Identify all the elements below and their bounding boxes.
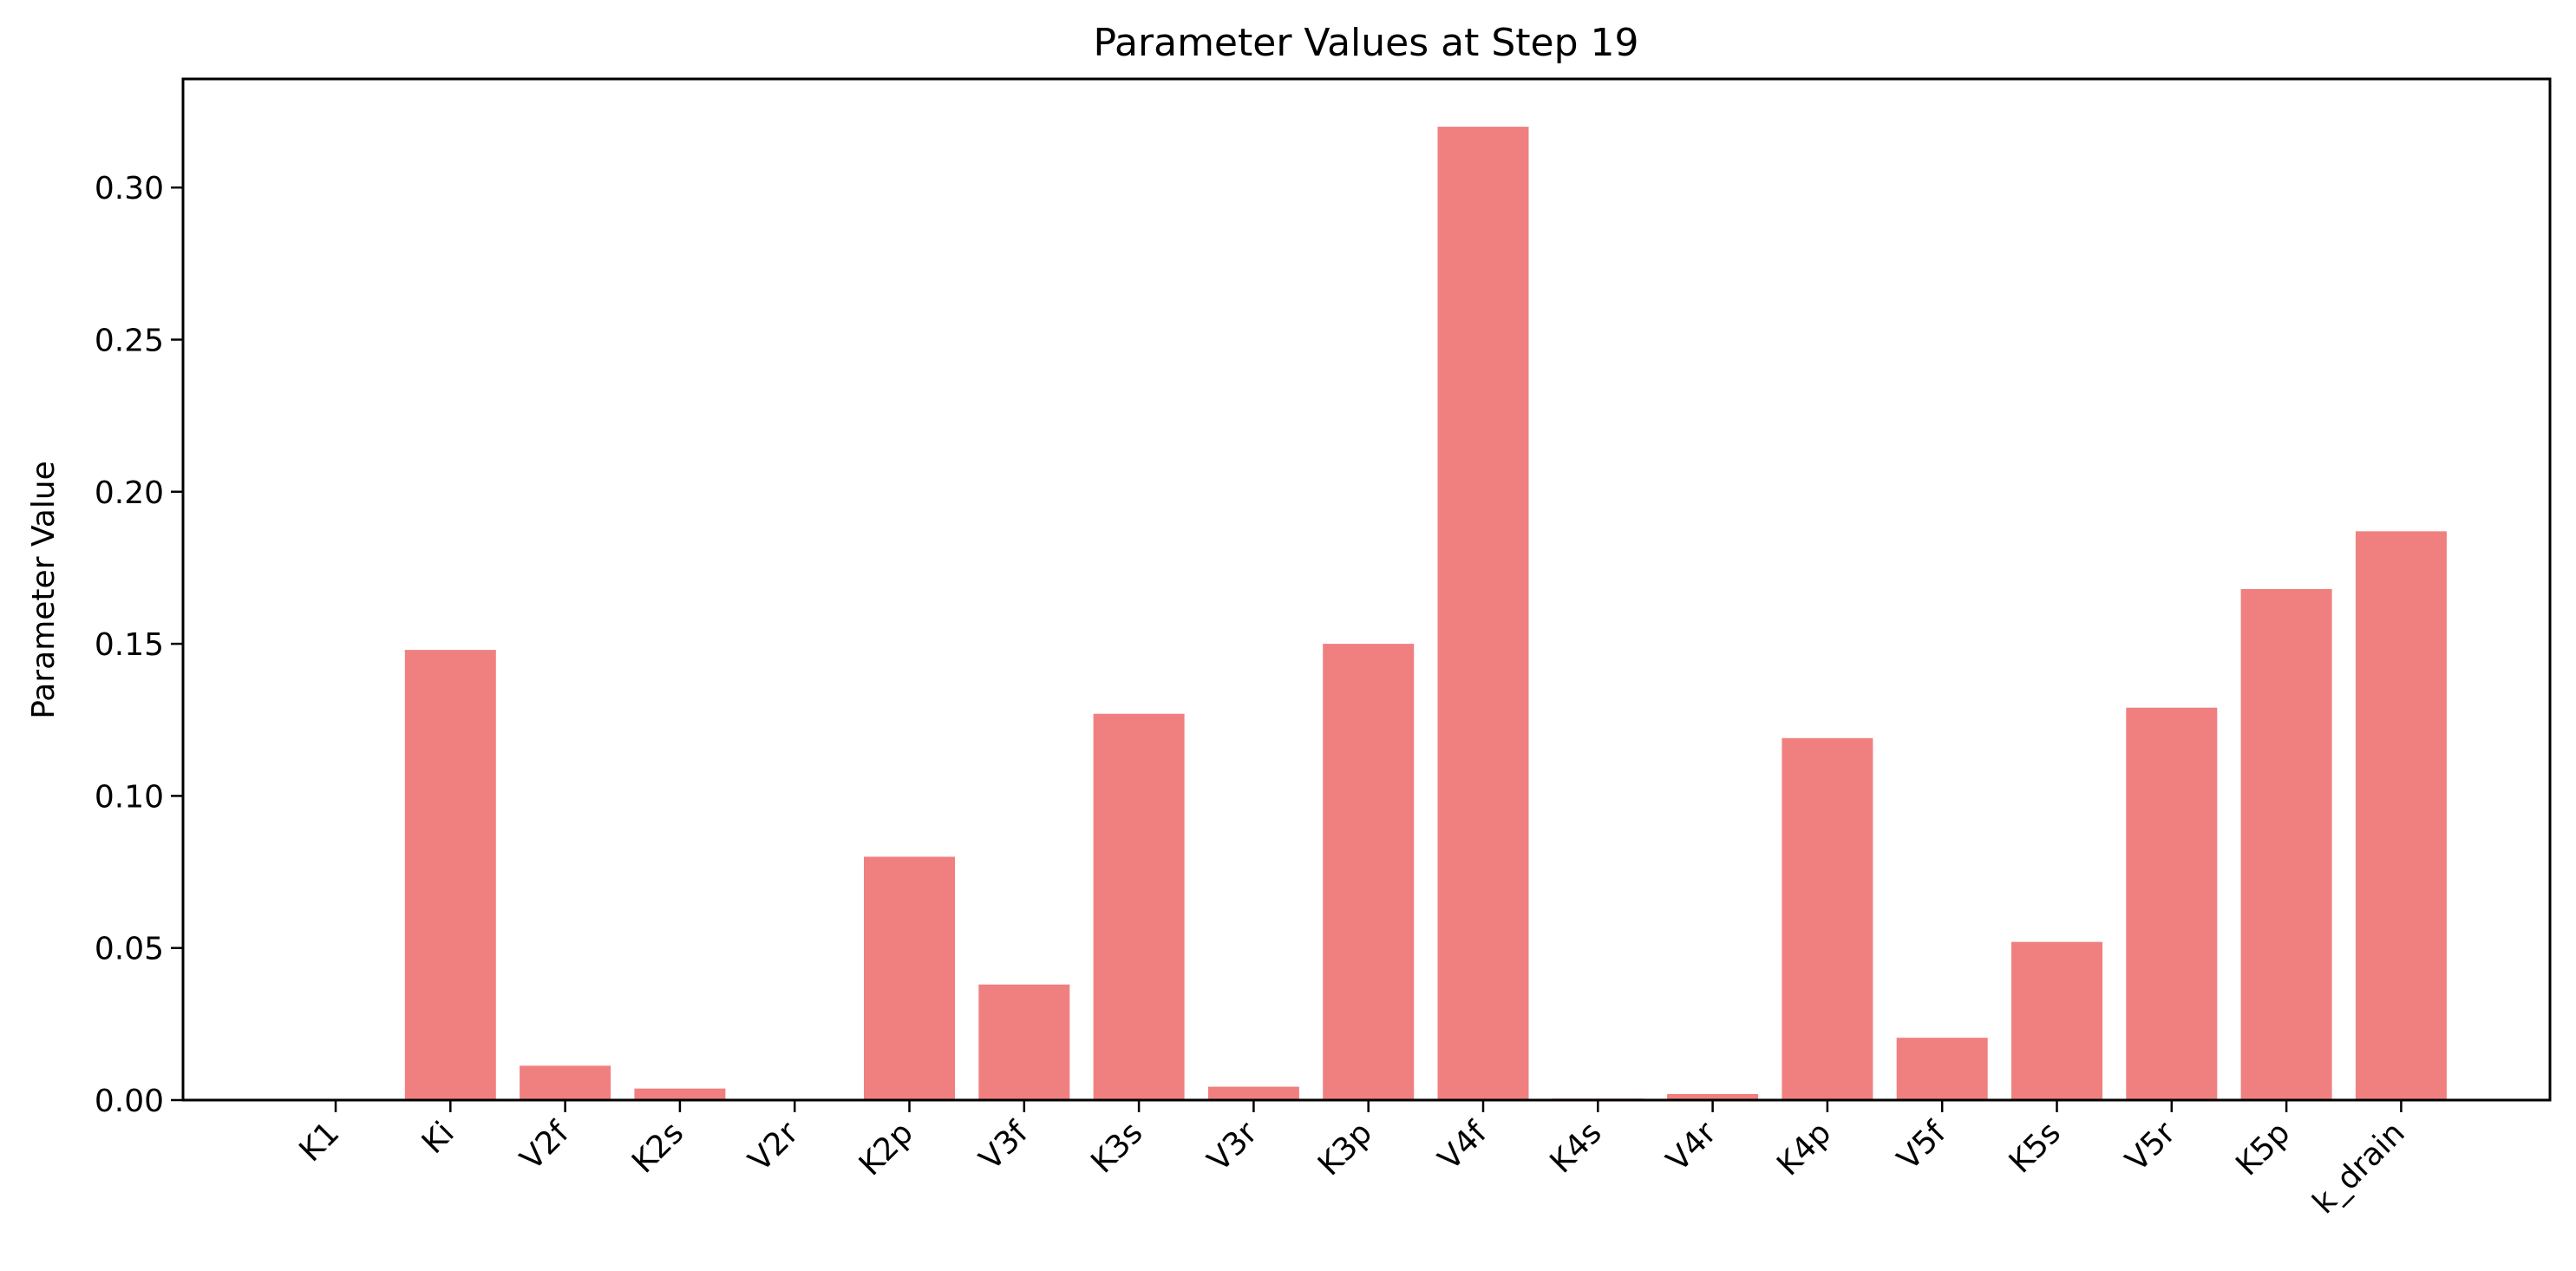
x-tick-label: V3r (1201, 1115, 1265, 1178)
bar-v4r (1667, 1093, 1759, 1100)
bar-v5f (1896, 1038, 1988, 1100)
x-tick-label: K3p (1311, 1115, 1379, 1183)
x-tick-label: K3s (1084, 1115, 1149, 1180)
y-tick-label: 0.15 (95, 627, 164, 663)
x-tick-label: K4p (1770, 1115, 1838, 1183)
bar-k3s (1093, 713, 1185, 1100)
x-axis-ticks: K1 Ki V2f K2s V2r K2p V3f K3s V3r K3p V4f K4s V4r K4p… (292, 1100, 2412, 1221)
bar-v3f (978, 984, 1070, 1100)
x-tick-label: V2f (513, 1114, 577, 1177)
x-tick-label: V2r (742, 1115, 805, 1178)
y-tick-label: 0.20 (95, 475, 164, 511)
bar-k2s (634, 1088, 726, 1100)
y-tick-label: 0.00 (95, 1084, 164, 1119)
y-tick-label: 0.25 (95, 323, 164, 358)
x-tick-label: V3f (973, 1114, 1036, 1177)
bar-k2p (864, 856, 955, 1100)
x-tick-label: k_drain (2306, 1115, 2412, 1221)
bar-k3p (1323, 644, 1415, 1100)
x-tick-label: V5f (1891, 1114, 1954, 1177)
y-tick-label: 0.30 (95, 171, 164, 206)
x-tick-label: K5p (2229, 1115, 2297, 1183)
x-tick-label: K4s (1544, 1115, 1609, 1180)
chart-title: Parameter Values at Step 19 (1094, 21, 1639, 65)
x-tick-label: K2p (853, 1115, 920, 1183)
x-tick-label: V4f (1432, 1114, 1495, 1177)
bar-k5p (2240, 588, 2332, 1100)
x-tick-label: V5r (2119, 1115, 2182, 1178)
bar-ki (404, 650, 496, 1100)
bar-k4p (1782, 737, 1873, 1100)
bar-k5s (2011, 941, 2102, 1100)
x-tick-label: K1 (292, 1115, 346, 1169)
bar-k-drain (2355, 531, 2447, 1100)
bar-v3r (1207, 1086, 1299, 1100)
bars-group (404, 127, 2447, 1100)
bar-v2f (520, 1065, 611, 1100)
x-tick-label: V4r (1660, 1115, 1723, 1178)
y-axis-ticks: 0.00 0.05 0.10 0.15 0.20 0.25 0.30 (95, 171, 183, 1119)
x-tick-label: K2s (625, 1115, 690, 1180)
y-tick-label: 0.05 (95, 932, 164, 967)
y-tick-label: 0.10 (95, 779, 164, 815)
bar-v4f (1437, 127, 1529, 1100)
x-tick-label: Ki (415, 1115, 461, 1161)
x-tick-label: K5s (2003, 1115, 2068, 1180)
plot-area-frame (181, 77, 2552, 1102)
y-axis-label: Parameter Value (26, 461, 62, 719)
bar-v5r (2126, 707, 2218, 1100)
